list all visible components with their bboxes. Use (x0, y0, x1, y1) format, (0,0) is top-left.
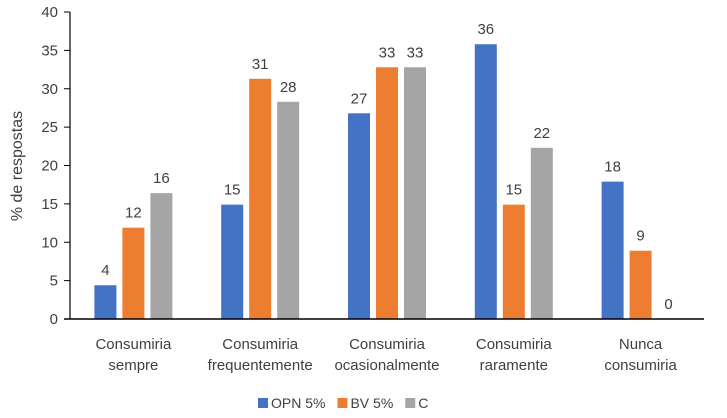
x-category-label: sempre (108, 357, 158, 374)
x-category-label: Consumiria (476, 336, 553, 353)
bar-bv-5--3 (502, 204, 525, 319)
y-tick-label: 15 (41, 196, 58, 213)
data-label: 33 (379, 44, 396, 61)
x-category-label: Consumiria (95, 336, 172, 353)
bar-opn-5--4 (601, 181, 624, 319)
x-category-label: consumiria (604, 357, 677, 374)
data-label: 15 (505, 182, 522, 199)
y-tick-label: 0 (50, 311, 58, 328)
bar-bv-5--1 (249, 78, 272, 320)
legend-swatch-1 (337, 398, 348, 408)
x-category-label: raramente (480, 357, 548, 374)
data-label: 12 (125, 205, 142, 222)
bar-opn-5--0 (94, 285, 117, 319)
data-label: 36 (477, 21, 494, 38)
bar-bv-5--2 (376, 67, 398, 319)
data-label: 28 (280, 79, 297, 96)
data-label: 9 (636, 228, 644, 245)
data-label: 31 (252, 56, 269, 73)
bar-bv-5--4 (629, 250, 652, 319)
bars (94, 44, 652, 320)
y-tick-label: 30 (41, 81, 58, 98)
bar-c-0 (150, 193, 173, 319)
bar-c-1 (277, 101, 300, 319)
x-category-label: Nunca (619, 336, 663, 353)
data-label: 4 (101, 262, 109, 279)
data-label: 27 (351, 90, 368, 107)
bar-opn-5--3 (474, 44, 497, 320)
data-label: 0 (664, 296, 672, 313)
legend-label: BV 5% (350, 395, 393, 411)
legend-swatch-2 (405, 398, 416, 408)
data-labels: 4 15 27 36 18 12 31 33 15 9 16 28 33 22 0 (101, 21, 673, 313)
bar-c-3 (530, 147, 553, 319)
y-tick-label: 40 (41, 4, 58, 21)
data-label: 16 (153, 170, 170, 187)
legend: OPN 5% BV 5% C (258, 395, 428, 411)
bar-bv-5--0 (122, 227, 145, 319)
legend-label: OPN 5% (271, 395, 325, 411)
y-axis-ticks: 0 5 10 15 20 25 30 35 40 (41, 4, 70, 328)
y-axis-title: % de respostas (9, 111, 26, 221)
data-label: 18 (604, 159, 621, 176)
legend-swatch-0 (258, 398, 268, 408)
y-tick-label: 5 (50, 273, 58, 290)
x-category-label: Consumiria (222, 336, 299, 353)
data-label: 22 (533, 125, 550, 142)
x-category-label: ocasionalmente (334, 357, 439, 374)
x-category-label: Consumiria (349, 336, 426, 353)
legend-label: C (418, 395, 428, 411)
y-tick-label: 20 (41, 158, 58, 175)
x-category-label: frequentemente (208, 357, 313, 374)
data-label: 33 (407, 44, 424, 61)
y-tick-label: 25 (41, 119, 58, 136)
category-labels: Consumiria sempre Consumiria frequentemente… (95, 336, 677, 374)
bar-c-2 (404, 67, 426, 319)
y-tick-label: 10 (41, 234, 58, 251)
bar-opn-5--2 (348, 113, 370, 319)
bar-opn-5--1 (221, 204, 244, 319)
data-label: 15 (224, 182, 241, 199)
y-tick-label: 35 (41, 42, 58, 59)
